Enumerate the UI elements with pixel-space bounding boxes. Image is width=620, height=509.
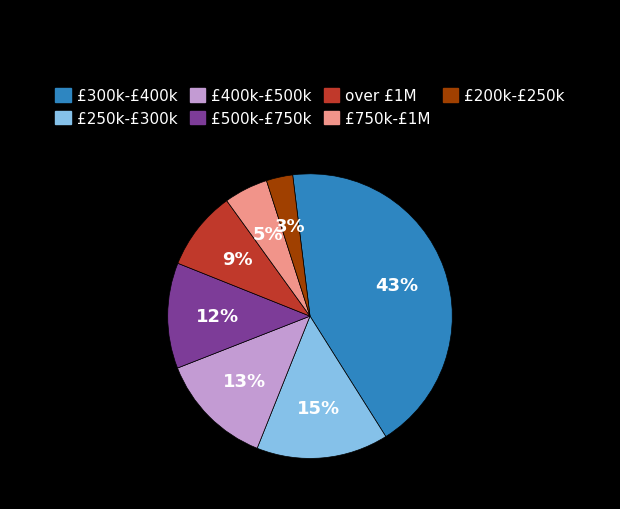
Text: 15%: 15% (297, 400, 340, 417)
Wedge shape (167, 264, 310, 369)
Text: 3%: 3% (275, 217, 306, 235)
Text: 9%: 9% (222, 251, 252, 269)
Text: 43%: 43% (376, 276, 418, 295)
Legend: £300k-£400k, £250k-£300k, £400k-£500k, £500k-£750k, over £1M, £750k-£1M, £200k-£: £300k-£400k, £250k-£300k, £400k-£500k, £… (49, 82, 571, 132)
Wedge shape (293, 175, 453, 437)
Wedge shape (267, 176, 310, 317)
Wedge shape (257, 317, 386, 459)
Text: 12%: 12% (196, 307, 239, 325)
Text: 13%: 13% (223, 373, 266, 390)
Text: 5%: 5% (253, 225, 283, 243)
Wedge shape (178, 202, 310, 317)
Wedge shape (177, 317, 310, 448)
Wedge shape (227, 181, 310, 317)
